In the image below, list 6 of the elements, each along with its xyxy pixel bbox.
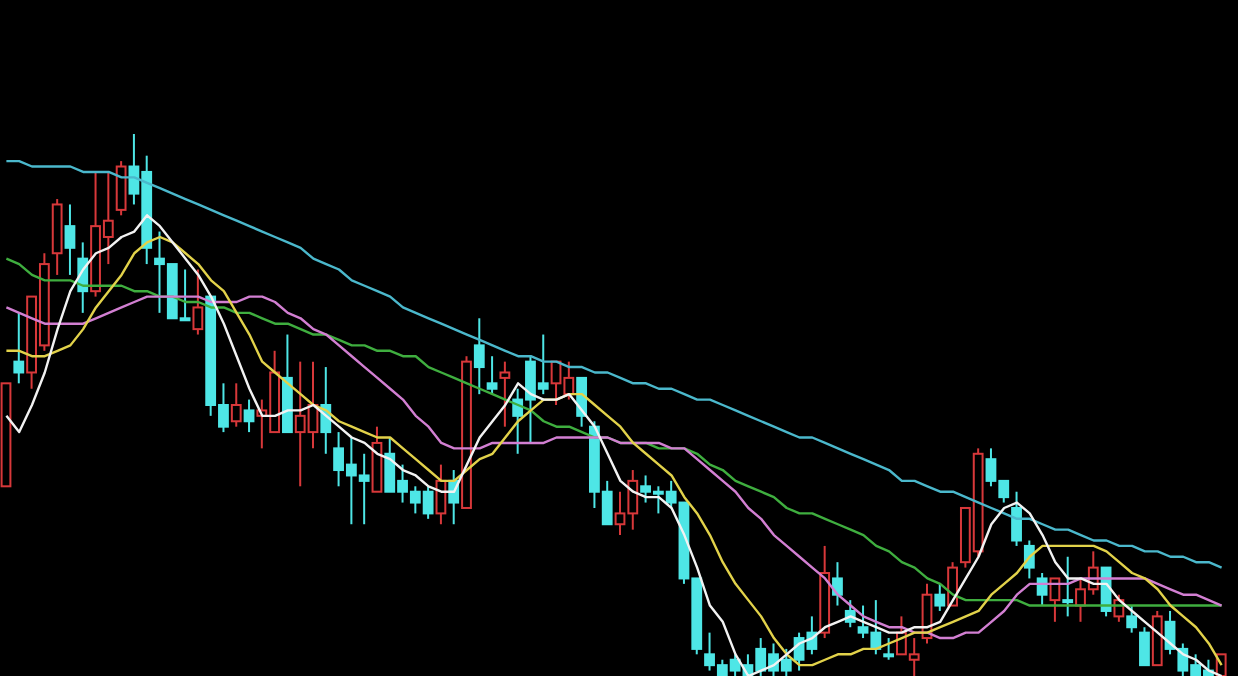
candlestick [64,203,76,276]
candlestick [832,561,843,607]
candlestick [192,268,204,336]
candlestick [230,382,242,428]
candlestick [13,311,25,385]
candlestick [473,317,485,396]
